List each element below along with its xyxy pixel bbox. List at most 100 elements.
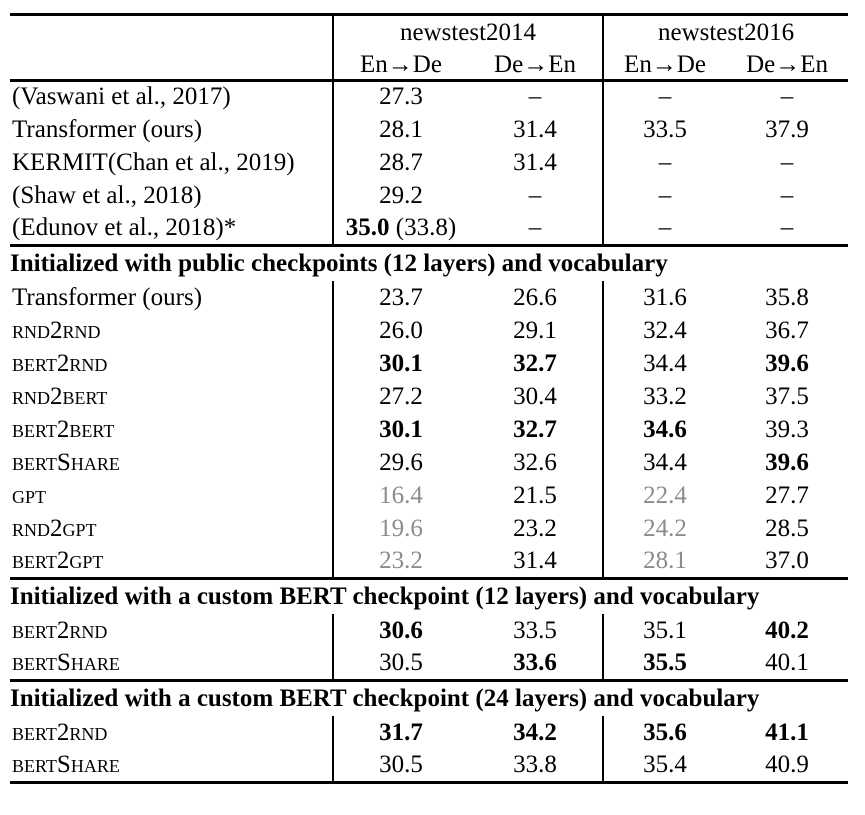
row-label: bert2rnd xyxy=(10,614,334,647)
section-header: Initialized with a custom BERT checkpoin… xyxy=(10,678,849,716)
score-cell: 16.4 xyxy=(333,479,468,512)
score-cell: – xyxy=(468,80,605,113)
table-row: (Shaw et al., 2018) 29.2 – – – xyxy=(10,179,848,212)
score-cell: 23.7 xyxy=(333,281,468,314)
score-value: 27.3 xyxy=(379,83,423,111)
score-value: 27.7 xyxy=(765,481,809,509)
score-cell: 35.4 xyxy=(603,749,726,782)
score-value: 30.5 xyxy=(379,750,423,778)
score-cell: 27.2 xyxy=(333,380,468,413)
score-value: 34.4 xyxy=(643,349,687,377)
score-value: – xyxy=(780,213,794,241)
score-cell: 28.7 xyxy=(333,146,468,179)
score-value: 32.6 xyxy=(513,448,557,476)
score-cell: 28.1 xyxy=(603,545,726,578)
row-label: Transformer (ours) xyxy=(10,113,334,146)
score-value: – xyxy=(528,213,542,241)
score-cell: 33.6 xyxy=(468,647,605,680)
row-label: rnd2gpt xyxy=(10,512,334,545)
score-value: 33.6 xyxy=(513,648,557,676)
score-cell: 26.6 xyxy=(468,281,605,314)
score-cell: 31.4 xyxy=(468,113,605,146)
score-value: – xyxy=(658,213,672,241)
score-cell: 32.6 xyxy=(468,446,605,479)
column-group-row: newstest2014 newstest2016 xyxy=(10,14,848,51)
score-value: 26.6 xyxy=(513,283,557,311)
score-value: 31.6 xyxy=(643,283,687,311)
score-value: – xyxy=(658,148,672,176)
score-cell: 34.2 xyxy=(468,716,605,749)
score-cell: 23.2 xyxy=(468,512,605,545)
score-cell: 34.4 xyxy=(603,347,726,380)
score-cell: 37.5 xyxy=(726,380,848,413)
results-table: newstest2014 newstest2016 En→De De→En En… xyxy=(10,13,849,784)
score-value: 30.5 xyxy=(379,648,423,676)
score-value: 39.3 xyxy=(765,415,809,443)
score-cell: 39.6 xyxy=(726,347,848,380)
score-value: – xyxy=(658,181,672,209)
score-cell: 35.6 xyxy=(603,716,726,749)
header-label-spacer xyxy=(10,50,334,82)
row-label: Transformer (ours) xyxy=(10,281,334,314)
column-header-de-en-2016: De→En xyxy=(726,50,849,82)
score-cell: 35.1 xyxy=(603,614,726,647)
score-cell: 21.5 xyxy=(468,479,605,512)
score-value: 39.6 xyxy=(765,448,809,476)
score-cell: 27.3 xyxy=(333,80,468,113)
row-label: (Vaswani et al., 2017) xyxy=(10,80,334,113)
section-header-row: Initialized with a custom BERT checkpoin… xyxy=(10,678,849,716)
header-label-spacer xyxy=(10,14,334,51)
score-cell: 31.4 xyxy=(468,146,605,179)
score-cell: 39.6 xyxy=(726,446,848,479)
score-value: 33.5 xyxy=(643,115,687,143)
row-label: rnd2rnd xyxy=(10,314,334,347)
score-value: 35.0 xyxy=(345,213,390,241)
score-value: 29.2 xyxy=(379,181,423,209)
table-row: bert2gpt 23.2 31.4 28.1 37.0 xyxy=(10,545,848,578)
score-value: 35.4 xyxy=(643,750,687,778)
score-value: 27.2 xyxy=(379,382,423,410)
score-value: 32.7 xyxy=(513,349,557,377)
score-value: 35.8 xyxy=(765,283,809,311)
score-cell: 37.9 xyxy=(726,113,848,146)
score-value: 33.2 xyxy=(643,382,687,410)
score-cell: – xyxy=(726,212,848,245)
results-table-body: (Vaswani et al., 2017) 27.3 – – – Transformer… xyxy=(10,80,849,782)
score-cell: 41.1 xyxy=(726,716,848,749)
section-header-row: Initialized with a custom BERT checkpoin… xyxy=(10,576,849,614)
row-label: bert2bert xyxy=(10,413,334,446)
score-cell: 33.2 xyxy=(603,380,726,413)
score-value: 35.1 xyxy=(643,616,687,644)
score-cell: 32.7 xyxy=(468,413,605,446)
row-label: gpt xyxy=(10,479,334,512)
score-value: 37.0 xyxy=(765,546,809,574)
score-value: – xyxy=(528,83,542,111)
score-cell: – xyxy=(603,146,726,179)
score-value: 33.5 xyxy=(513,616,557,644)
score-note: (33.8) xyxy=(389,213,457,241)
score-cell: 32.4 xyxy=(603,314,726,347)
score-value: 40.1 xyxy=(765,648,809,676)
score-cell: 31.4 xyxy=(468,545,605,578)
score-value: 31.4 xyxy=(513,115,557,143)
score-cell: 34.4 xyxy=(603,446,726,479)
score-value: – xyxy=(780,181,794,209)
row-label: bert2rnd xyxy=(10,716,334,749)
score-value: 37.9 xyxy=(765,115,809,143)
score-value: 36.7 xyxy=(765,316,809,344)
score-value: 40.2 xyxy=(765,616,809,644)
score-value: 35.6 xyxy=(643,718,687,746)
score-value: 16.4 xyxy=(379,481,423,509)
score-value: 30.1 xyxy=(379,415,423,443)
score-value: 28.1 xyxy=(379,115,423,143)
score-value: 37.5 xyxy=(765,382,809,410)
score-cell: 31.7 xyxy=(333,716,468,749)
score-cell: 19.6 xyxy=(333,512,468,545)
score-value: – xyxy=(780,148,794,176)
score-value: 22.4 xyxy=(643,481,687,509)
table-row: bert2rnd 31.7 34.2 35.6 41.1 xyxy=(10,716,848,749)
score-value: 19.6 xyxy=(379,514,423,542)
score-value: 30.6 xyxy=(379,616,423,644)
table-row: rnd2gpt 19.6 23.2 24.2 28.5 xyxy=(10,512,848,545)
score-value: 31.4 xyxy=(513,148,557,176)
